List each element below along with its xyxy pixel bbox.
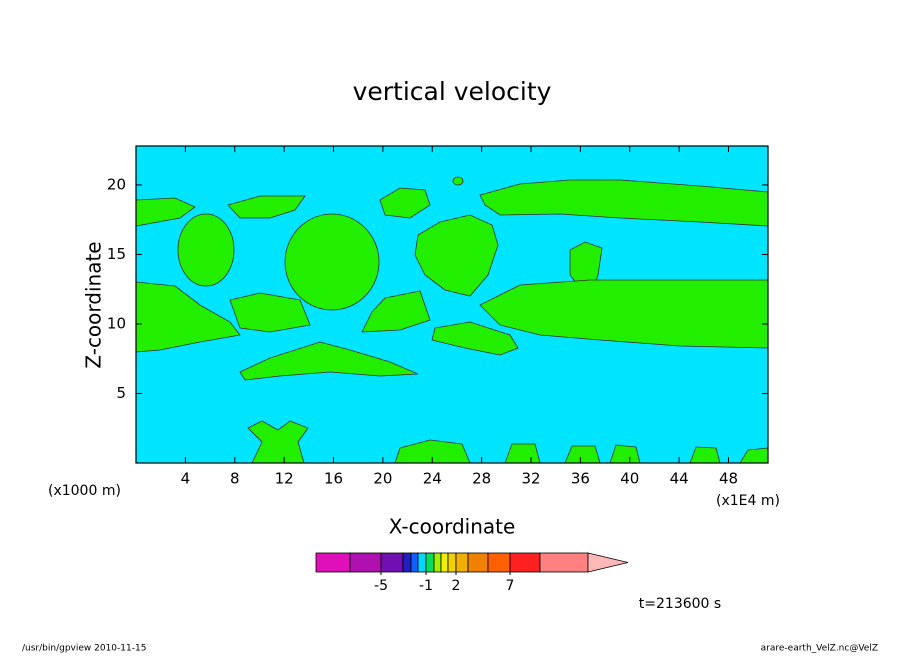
colorbar-box xyxy=(539,552,589,573)
colorbar-box xyxy=(467,552,489,573)
contour-region xyxy=(361,290,431,333)
y-tick-label: 10 xyxy=(107,314,126,332)
x-tick-label: 48 xyxy=(719,470,738,488)
x-axis-label: X-coordinate xyxy=(389,515,516,539)
colorbar-tick-label: -5 xyxy=(374,578,388,594)
contour-region xyxy=(227,195,306,219)
chart-title: vertical velocity xyxy=(353,77,552,106)
colorbar-tick-label: 7 xyxy=(506,578,515,594)
plot-frame xyxy=(135,145,769,464)
x-tick-label: 44 xyxy=(670,470,689,488)
y-tick-label: 5 xyxy=(116,384,126,402)
colorbar-box xyxy=(440,552,449,573)
annotation: t=213600 s xyxy=(639,596,721,612)
colorbar-box xyxy=(410,552,419,573)
contour-region xyxy=(431,321,519,356)
contour-region xyxy=(452,176,464,186)
colorbar-tick-label: 2 xyxy=(452,578,461,594)
x-tick-label: 8 xyxy=(230,470,240,488)
x-tick-label: 24 xyxy=(423,470,442,488)
colorbar-box xyxy=(455,552,469,573)
colorbar-box xyxy=(447,552,457,573)
x-tick-label: 36 xyxy=(571,470,590,488)
contour-region xyxy=(239,341,419,381)
x-tick-label: 28 xyxy=(472,470,491,488)
y-tick-label: 20 xyxy=(107,175,126,193)
colorbar-box xyxy=(380,552,404,573)
contour-region xyxy=(414,214,499,297)
x-tick-label: 20 xyxy=(373,470,392,488)
x-tick-label: 16 xyxy=(324,470,343,488)
colorbar-box xyxy=(417,552,427,573)
colorbar-extension xyxy=(587,552,629,573)
y-axis-label: Z-coordinate xyxy=(82,241,106,368)
x-tick-label: 32 xyxy=(521,470,540,488)
x-tick-label: 12 xyxy=(275,470,294,488)
contour-region xyxy=(247,420,309,464)
x-unit-label: (x1E4 m) xyxy=(716,493,780,509)
colorbar-box xyxy=(433,552,442,573)
x-tick-label: 4 xyxy=(181,470,191,488)
plot-area xyxy=(135,145,769,464)
y-tick-label: 15 xyxy=(107,245,126,263)
footer: arare-earth_VelZ.nc@VelZ xyxy=(761,644,878,654)
contour-region xyxy=(284,213,380,311)
colorbar-box xyxy=(425,552,435,573)
colorbar-box xyxy=(509,552,541,573)
contour-region xyxy=(135,281,241,353)
contour-region xyxy=(229,292,311,333)
colorbar-box xyxy=(487,552,511,573)
contour-region xyxy=(379,187,431,219)
x-unit-label: (x1000 m) xyxy=(48,483,121,499)
colorbar-box xyxy=(402,552,412,573)
x-tick-label: 40 xyxy=(620,470,639,488)
colorbar-tick-label: -1 xyxy=(419,578,433,594)
footer: /usr/bin/gpview 2010-11-15 xyxy=(22,644,146,654)
colorbar-box xyxy=(315,552,351,573)
colorbar-box xyxy=(349,552,382,573)
contour-region xyxy=(177,213,235,287)
